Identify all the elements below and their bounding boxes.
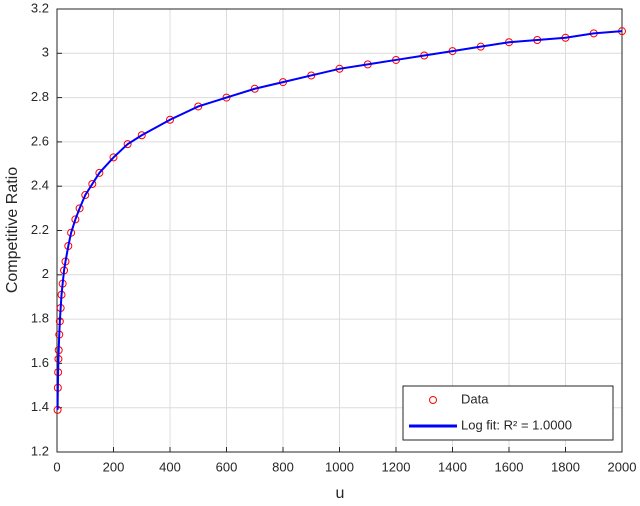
x-tick-label: 1000: [325, 459, 354, 474]
x-tick-label: 1800: [551, 459, 580, 474]
x-tick-label: 800: [272, 459, 294, 474]
legend-box: [402, 385, 614, 441]
x-tick-label: 0: [53, 459, 60, 474]
axes-box: [56, 8, 623, 453]
x-tick-label: 2000: [608, 459, 637, 474]
y-tick-label: 1.4: [31, 399, 49, 414]
x-tick-label: 1400: [438, 459, 467, 474]
y-tick-label: 2.2: [31, 222, 49, 237]
data-point: [137, 131, 146, 140]
x-tick-label: 1600: [495, 459, 524, 474]
fit-line: [56, 30, 623, 410]
y-tick-label: 3: [42, 45, 49, 60]
y-axis-label: Competitive Ratio: [4, 167, 21, 293]
legend-label: Log fit: R² = 1.0000: [461, 417, 572, 432]
data-point: [95, 168, 104, 177]
x-tick-label: 200: [103, 459, 125, 474]
x-tick-label: 600: [216, 459, 238, 474]
y-tick-label: 1.8: [31, 311, 49, 326]
y-tick-label: 2.4: [31, 178, 49, 193]
y-tick-label: 1.2: [31, 443, 49, 458]
data-point: [166, 115, 174, 124]
data-point: [71, 215, 80, 224]
y-tick-label: 2: [42, 266, 49, 281]
data-point: [81, 191, 90, 200]
legend-marker: [429, 396, 437, 404]
data-point: [194, 102, 203, 111]
x-axis-label: u: [336, 485, 345, 502]
data-point: [123, 140, 132, 149]
y-tick-label: 2.8: [31, 89, 49, 104]
y-tick-label: 1.6: [31, 355, 49, 370]
x-tick-label: 1200: [382, 459, 411, 474]
y-tick-label: 3.2: [31, 0, 49, 15]
legend-label: Data: [461, 391, 489, 406]
x-tick-label: 400: [159, 459, 181, 474]
data-point: [88, 179, 97, 188]
data-point: [109, 153, 118, 162]
data-point: [222, 93, 231, 102]
y-tick-label: 2.6: [31, 133, 49, 148]
data-point: [75, 204, 84, 213]
